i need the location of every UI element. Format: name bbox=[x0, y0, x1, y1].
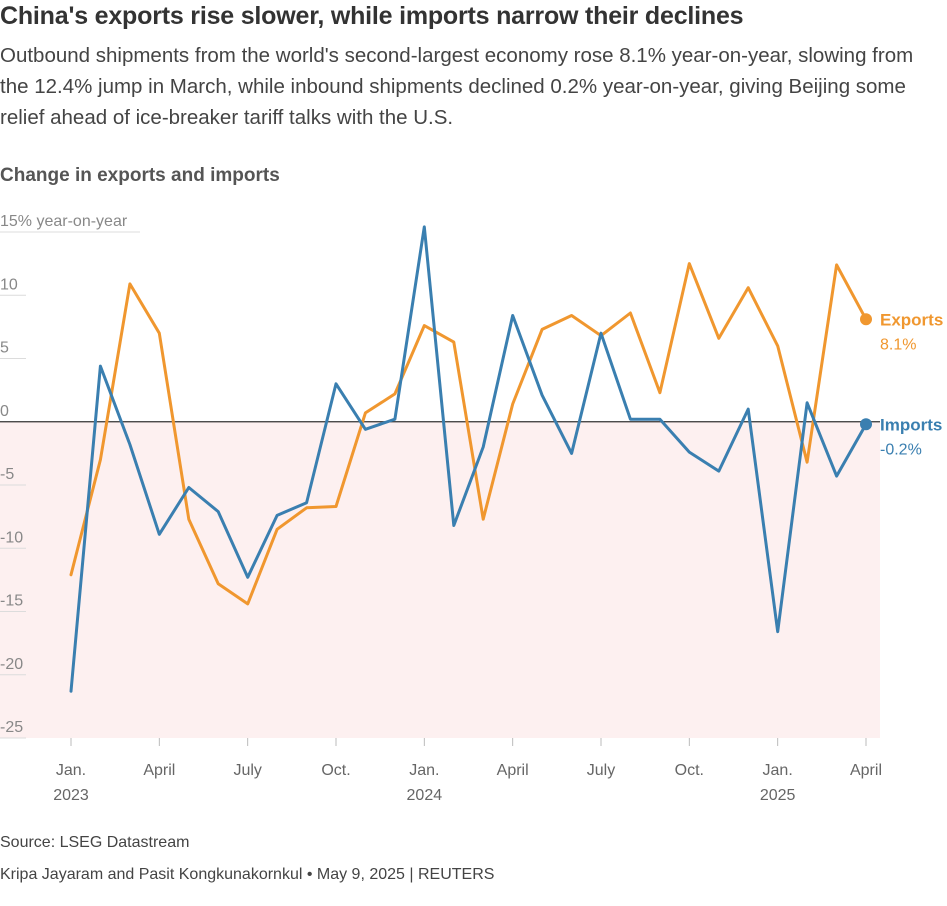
series-end-marker-exports bbox=[860, 313, 872, 326]
y-tick-label: 15% year-on-year bbox=[0, 213, 128, 230]
x-tick-year: 2024 bbox=[407, 787, 443, 804]
series-line-exports bbox=[69, 262, 868, 606]
y-tick-label: -20 bbox=[0, 656, 23, 673]
series-value-imports: -0.2% bbox=[880, 441, 922, 458]
x-tick-year: 2023 bbox=[53, 787, 89, 804]
x-tick-label: July bbox=[587, 762, 615, 779]
chart-title: China's exports rise slower, while impor… bbox=[0, 2, 744, 30]
line-chart: 15% year-on-year 10 5 0 -5 -10 -15 -20 -25 Jan. 2… bbox=[0, 213, 943, 804]
source-note: Source: LSEG Datastream bbox=[0, 834, 190, 851]
x-tick-label: Jan. bbox=[763, 762, 793, 779]
x-tick-label: April bbox=[497, 762, 529, 779]
series-line-imports bbox=[69, 225, 868, 693]
negative-region-shade bbox=[0, 421, 880, 738]
series-end-marker-imports bbox=[860, 418, 872, 431]
y-tick-label: 10 bbox=[0, 276, 18, 293]
chart-subtitle: Outbound shipments from the world's seco… bbox=[0, 44, 914, 129]
x-tick-label: July bbox=[233, 762, 261, 779]
x-tick-label: Jan. bbox=[56, 762, 86, 779]
x-tick-label: Oct. bbox=[675, 762, 704, 779]
series-value-exports: 8.1% bbox=[880, 336, 916, 353]
y-tick-label: 0 bbox=[0, 403, 9, 420]
series-label-imports: Imports bbox=[880, 415, 942, 434]
x-tick-label: Oct. bbox=[321, 762, 350, 779]
y-tick-label: -5 bbox=[0, 466, 14, 483]
x-tick-year: 2025 bbox=[760, 787, 796, 804]
y-tick-label: -10 bbox=[0, 529, 23, 546]
y-tick-label: 5 bbox=[0, 340, 9, 357]
x-tick-label: April bbox=[143, 762, 175, 779]
y-tick-label: -15 bbox=[0, 593, 23, 610]
y-tick-label: -25 bbox=[0, 719, 23, 736]
chart-heading: Change in exports and imports bbox=[0, 165, 280, 186]
x-tick-label: April bbox=[850, 762, 882, 779]
credit-line: Kripa Jayaram and Pasit Kongkunakornkul … bbox=[0, 866, 495, 883]
series-label-exports: Exports bbox=[880, 310, 943, 329]
x-tick-label: Jan. bbox=[409, 762, 439, 779]
